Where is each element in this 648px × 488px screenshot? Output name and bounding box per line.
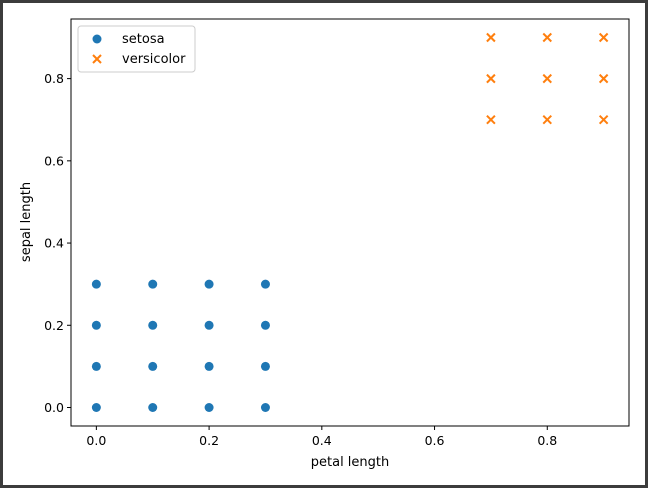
y-tick-label-0: 0.0 <box>44 400 64 415</box>
x-tick-label-2: 0.4 <box>312 433 332 448</box>
setosa-point-2 <box>204 403 214 412</box>
setosa-point-9 <box>148 320 158 330</box>
versicolor-point-3 <box>486 73 496 84</box>
legend-label-versicolor: versicolor <box>122 52 186 67</box>
versicolor-point-5 <box>598 73 609 84</box>
versicolor-point-4-stroke-b <box>542 73 552 84</box>
x-tick-label-3: 0.6 <box>425 433 445 448</box>
x-tick-label-0: 0.0 <box>86 433 106 448</box>
y-tick-label-3: 0.6 <box>44 153 64 168</box>
setosa-point-13 <box>148 279 158 289</box>
data-points <box>91 32 609 412</box>
versicolor-point-6-stroke-b <box>486 32 496 43</box>
setosa-point-5 <box>148 361 158 371</box>
setosa-point-14 <box>204 279 214 289</box>
versicolor-point-0-stroke-b <box>486 115 496 125</box>
setosa-point-1 <box>148 403 158 412</box>
versicolor-point-1 <box>542 115 552 125</box>
y-tick-label-2: 0.4 <box>44 236 64 251</box>
versicolor-point-8-stroke-b <box>598 32 609 43</box>
y-tick-label-4: 0.8 <box>44 71 64 86</box>
versicolor-point-7 <box>542 32 552 43</box>
versicolor-point-2 <box>598 115 609 125</box>
setosa-point-6 <box>204 361 214 371</box>
versicolor-point-0 <box>486 115 496 125</box>
legend: setosa versicolor <box>77 25 196 73</box>
x-tick-label-1: 0.2 <box>199 433 219 448</box>
versicolor-point-2-stroke-b <box>598 115 609 125</box>
versicolor-point-8 <box>598 32 609 43</box>
setosa-point-12 <box>91 279 101 289</box>
legend-label-setosa: setosa <box>122 32 165 47</box>
y-axis-label: sepal length <box>19 182 34 262</box>
versicolor-point-4 <box>542 73 552 84</box>
versicolor-point-7-stroke-b <box>542 32 552 43</box>
setosa-point-0 <box>91 403 101 412</box>
legend-marker-versicolor <box>92 54 102 64</box>
setosa-point-4 <box>91 361 101 371</box>
plot-area <box>70 18 630 427</box>
setosa-point-7 <box>260 361 270 371</box>
versicolor-point-5-stroke-b <box>598 73 609 84</box>
x-tick-label-4: 0.8 <box>537 433 557 448</box>
x-axis-label: petal length <box>311 455 390 470</box>
setosa-point-8 <box>91 320 101 330</box>
versicolor-point-3-stroke-b <box>486 73 496 84</box>
legend-marker-setosa <box>92 34 102 44</box>
setosa-point-11 <box>260 320 270 330</box>
setosa-point-3 <box>260 403 270 412</box>
axis-ticks: 0.0 0.2 0.4 0.6 0.8 0.0 0.2 0.4 0.6 0.8 <box>44 71 557 448</box>
setosa-point-15 <box>260 279 270 289</box>
setosa-point-10 <box>204 320 214 330</box>
legend-box <box>77 25 196 73</box>
y-tick-label-1: 0.2 <box>44 318 64 333</box>
versicolor-point-6 <box>486 32 496 43</box>
versicolor-point-1-stroke-b <box>542 115 552 125</box>
